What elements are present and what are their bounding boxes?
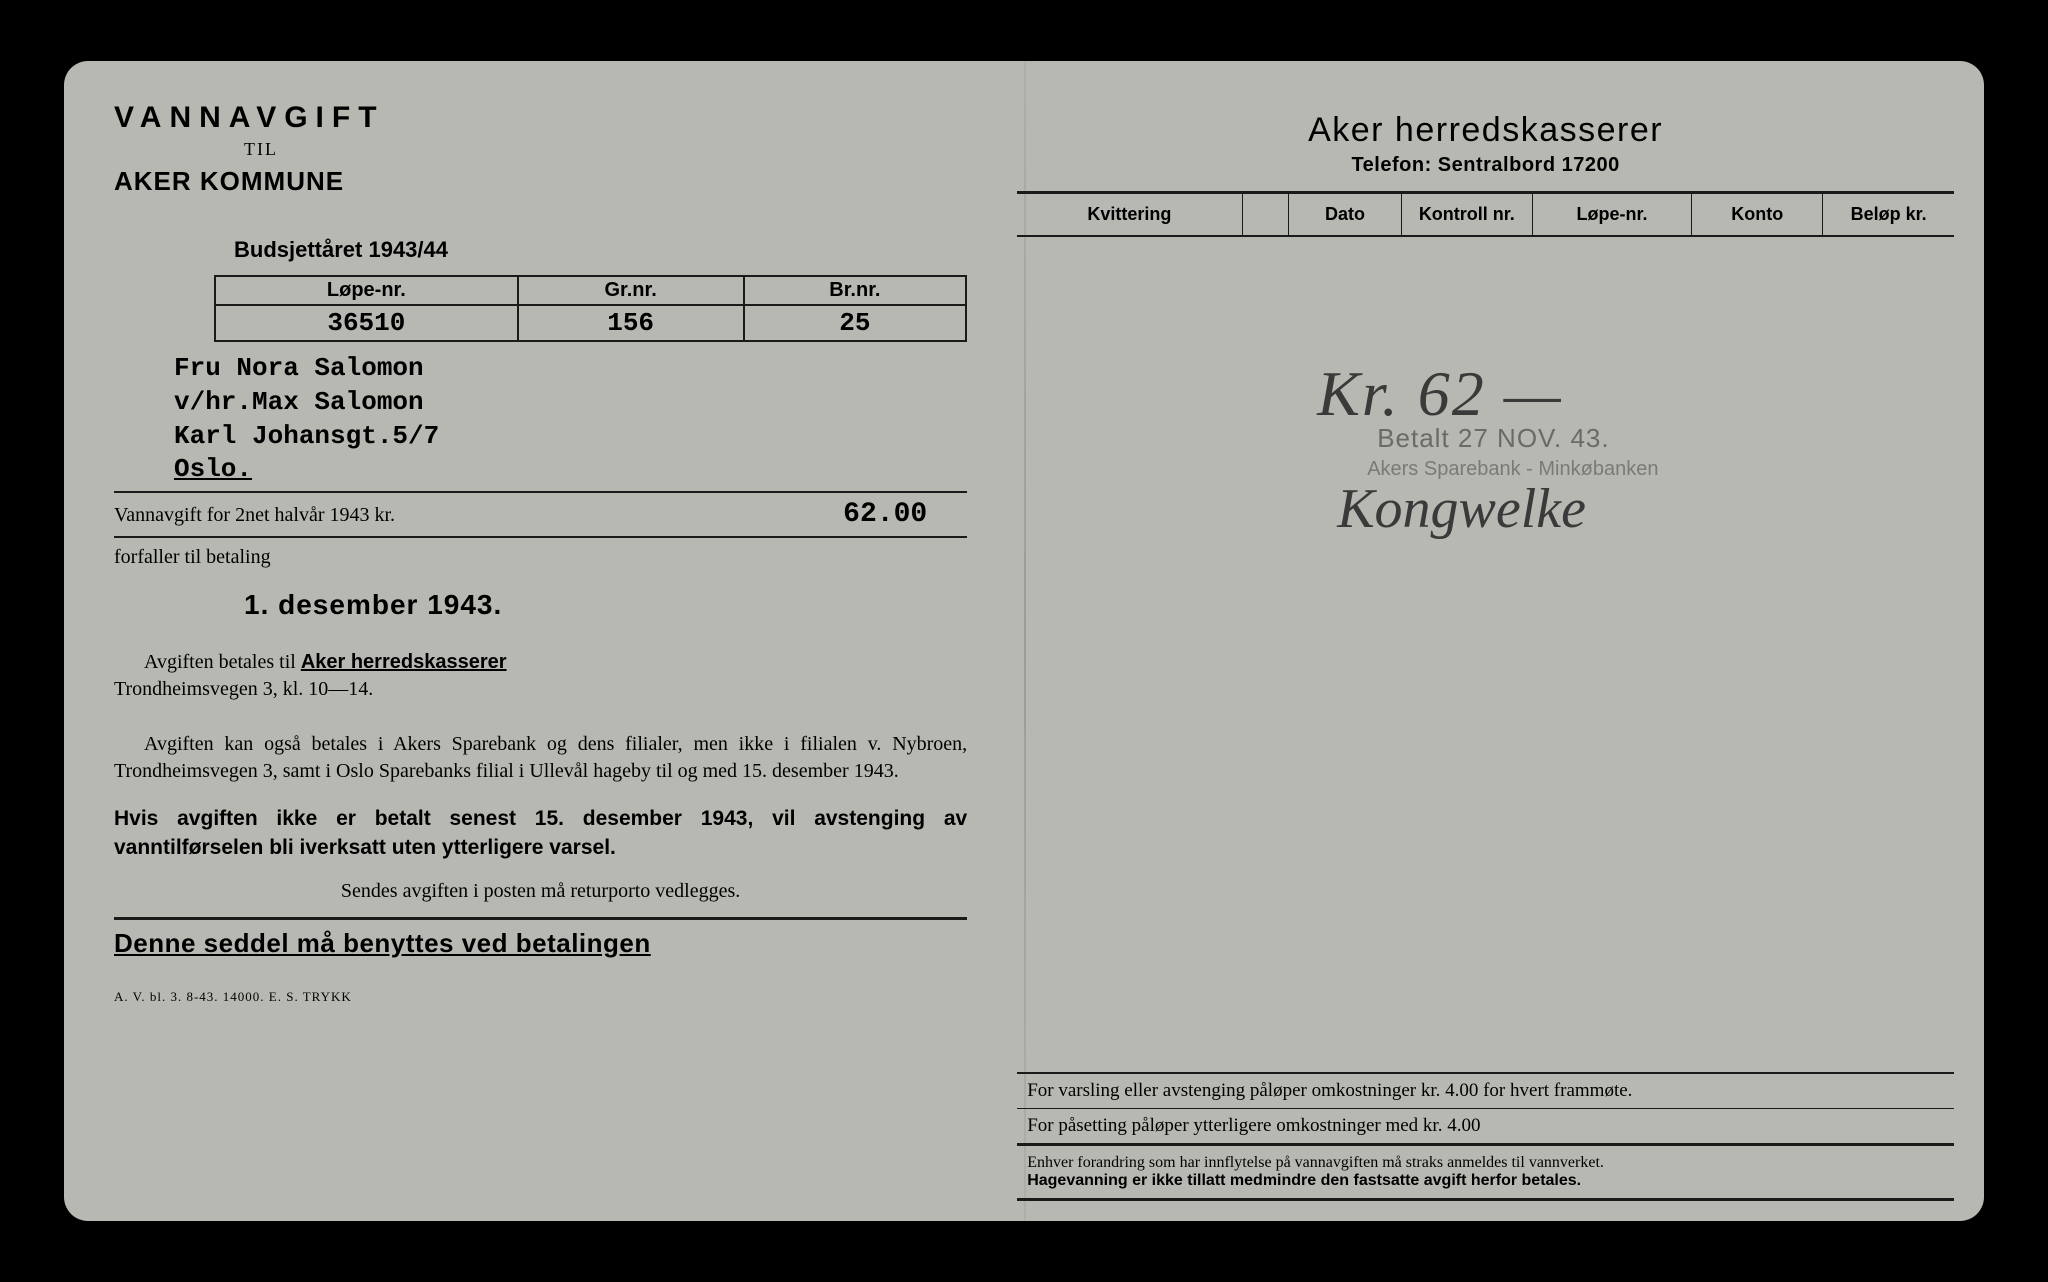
col-dato: Dato	[1289, 193, 1401, 237]
right-panel: Aker herredskasserer Telefon: Sentralbor…	[997, 101, 1954, 1201]
para1-lead: Avgiften betales til	[144, 651, 296, 673]
payment-location: Avgiften betales til Aker herredskassere…	[114, 649, 967, 703]
amount-value: 62.00	[843, 499, 927, 530]
bottom-rule	[114, 917, 967, 920]
amount-label: Vannavgift for 2net halvår 1943 kr.	[114, 504, 395, 527]
right-header: Aker herredskasserer Telefon: Sentralbor…	[1017, 111, 1954, 177]
footer-final-a: Enhver forandring som har innflytelse på…	[1027, 1154, 1604, 1171]
footer-final: Enhver forandring som har innflytelse på…	[1017, 1144, 1954, 1201]
id-value-lope: 36510	[215, 305, 518, 341]
id-header-lope: Løpe-nr.	[215, 276, 518, 305]
amount-line: Vannavgift for 2net halvår 1943 kr. 62.0…	[114, 491, 967, 538]
id-header-br: Br.nr.	[744, 276, 967, 305]
col-kvittering: Kvittering	[1017, 193, 1242, 237]
recipient-block: Fru Nora Salomon v/hr.Max Salomon Karl J…	[174, 352, 967, 487]
id-table: Løpe-nr. Gr.nr. Br.nr. 36510 156 25	[214, 275, 967, 342]
payment-alternatives: Avgiften kan også betales i Akers Spareb…	[114, 731, 967, 785]
footer-line2: For påsetting påløper ytterligere omkost…	[1017, 1109, 1954, 1144]
budget-year: Budsjettåret 1943/44	[234, 237, 967, 263]
bottom-instruction: Denne seddel må benyttes ved betalingen	[114, 928, 967, 959]
col-belop: Beløp kr.	[1823, 193, 1954, 237]
para2-text: Avgiften kan også betales i Akers Spareb…	[114, 733, 967, 782]
recipient-line3: Karl Johansgt.5/7	[174, 420, 967, 454]
header-kommune: AKER KOMMUNE	[114, 166, 967, 197]
col-konto: Konto	[1692, 193, 1823, 237]
receipt-table: Kvittering Dato Kontroll nr. Løpe-nr. Ko…	[1017, 191, 1954, 237]
id-header-gr: Gr.nr.	[518, 276, 744, 305]
due-date: 1. desember 1943.	[244, 589, 967, 621]
right-footer: For varsling eller avstenging påløper om…	[1017, 1072, 1954, 1201]
header-til: TIL	[244, 139, 967, 160]
id-value-gr: 156	[518, 305, 744, 341]
forfaller-text: forfaller til betaling	[114, 546, 967, 569]
recipient-line1: Fru Nora Salomon	[174, 352, 967, 386]
header-title: VANNAVGIFT	[114, 101, 967, 135]
para1-tail: Trondheimsvegen 3, kl. 10—14.	[114, 678, 373, 700]
stamp-signature: Kongwelke	[1337, 477, 1658, 541]
col-blank	[1242, 193, 1289, 237]
warning-text: Hvis avgiften ikke er betalt senest 15. …	[114, 805, 967, 862]
para1-bold: Aker herredskasserer	[301, 651, 507, 673]
col-lope: Løpe-nr.	[1532, 193, 1691, 237]
receipt-header-row: Kvittering Dato Kontroll nr. Løpe-nr. Ko…	[1017, 193, 1954, 237]
stamp-date: Betalt 27 NOV. 43.	[1377, 423, 1658, 454]
print-mark: A. V. bl. 3. 8-43. 14000. E. S. TRYKK	[114, 989, 967, 1005]
stamp-amount: Kr. 62 —	[1317, 357, 1658, 431]
recipient-line4: Oslo.	[174, 453, 967, 487]
footer-line1: For varsling eller avstenging påløper om…	[1017, 1074, 1954, 1109]
warning-content: Hvis avgiften ikke er betalt senest 15. …	[114, 807, 967, 858]
receipt-body: Kr. 62 — Betalt 27 NOV. 43. Akers Spareb…	[1017, 237, 1954, 1072]
document-card: VANNAVGIFT TIL AKER KOMMUNE Budsjettåret…	[64, 61, 1984, 1221]
col-kontroll: Kontroll nr.	[1401, 193, 1532, 237]
id-value-br: 25	[744, 305, 967, 341]
recipient-line2: v/hr.Max Salomon	[174, 386, 967, 420]
right-phone: Telefon: Sentralbord 17200	[1017, 154, 1954, 177]
right-title: Aker herredskasserer	[1017, 111, 1954, 150]
footer-final-b: Hagevanning er ikke tillatt medmindre de…	[1027, 1172, 1581, 1189]
post-note: Sendes avgiften i posten må returporto v…	[114, 880, 967, 903]
stamp-area: Kr. 62 — Betalt 27 NOV. 43. Akers Spareb…	[1317, 357, 1658, 541]
left-panel: VANNAVGIFT TIL AKER KOMMUNE Budsjettåret…	[114, 101, 997, 1201]
